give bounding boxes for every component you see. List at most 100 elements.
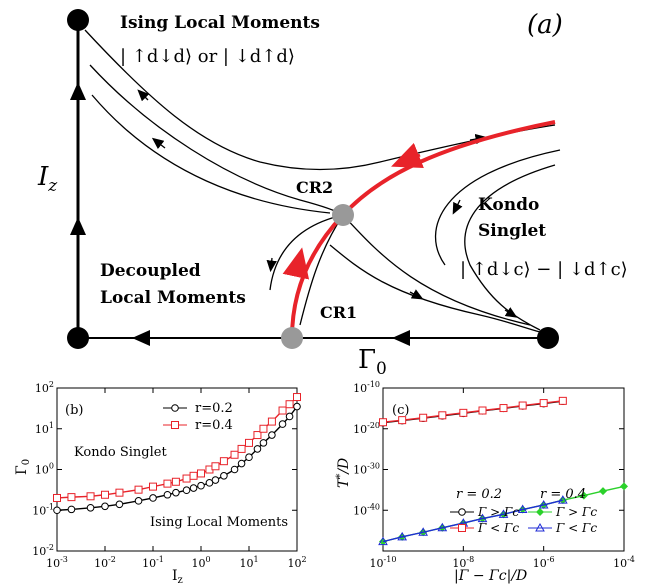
data-point [253,445,262,453]
flow-arrow [137,89,150,102]
data-point [211,462,220,471]
data-point [53,493,61,502]
ising-state: | ↑d↓d⟩ or | ↓d↑d⟩ [120,46,295,67]
x-axis-label: Γ0 [358,345,387,379]
data-point [253,431,262,440]
panel-b-legend: r=0.2 r=0.4 [163,401,233,433]
data-point [197,481,205,490]
tick-label: 10-8 [452,555,474,570]
y-axis-label: Iz [37,162,58,196]
data-point [620,482,628,491]
data-point [237,459,246,468]
critical-arrow [282,247,310,280]
tick-label: 10-40 [353,502,380,517]
data-point [182,486,191,495]
tick-label: 100 [191,555,210,570]
decoupled-1: Decoupled [100,261,201,281]
legend-c-4: Γ < Γc [555,521,597,535]
data-point [539,399,548,408]
flow-line [434,149,561,266]
tick-label: 10-2 [94,555,116,570]
tick-label: 10-10 [353,380,380,395]
panel-b-marks [53,393,301,515]
data-point [189,484,198,492]
tick-label: 10-10 [370,555,397,570]
data-point [259,439,268,447]
data-point [538,499,549,509]
legend-header-2: r = 0.4 [540,487,586,502]
flow-line [269,214,344,291]
data-point [197,469,205,478]
data-point [171,477,180,486]
data-point [205,479,214,487]
data-point [86,503,95,512]
data-point [115,488,124,497]
data-point [219,457,228,466]
data-point [230,465,239,474]
critical-arrow [391,142,424,168]
tick-label: 101 [239,555,258,570]
data-point [378,536,388,546]
kondo-title-1: Kondo [478,195,539,215]
data-point [211,476,220,484]
data-point [267,417,276,426]
data-point [67,505,76,514]
flow-line [299,214,344,326]
fixed-point-decoupled [67,327,89,349]
data-point [437,522,448,532]
ising-title: Ising Local Moments [120,13,320,33]
tick-label: 10-6 [533,555,555,570]
data-point [517,504,528,514]
data-point [438,411,447,420]
data-point [293,402,301,411]
panel-b: (b) Kondo Singlet Ising Local Moments Γ0… [14,380,307,586]
data-point [134,497,143,505]
data-point [397,531,408,541]
series-line [382,400,563,423]
fixed-point-ising [67,9,89,31]
tick-label: 10-4 [613,555,635,570]
data-point [245,453,253,462]
flow-arrow [151,137,166,150]
data-point [259,424,268,433]
data-point [398,416,407,425]
panel-c-marks [378,396,628,546]
data-point [237,444,246,453]
data-point [163,479,172,488]
data-point [499,404,508,413]
data-point [278,420,287,428]
data-point [459,408,468,417]
tick-label: 10-1 [142,555,164,570]
kondo-title-2: Singlet [478,221,546,241]
data-point [53,506,61,515]
panel-c-xlabel: |Γ − Γc|/D [454,568,527,584]
data-point [172,488,180,497]
data-point [518,401,527,410]
flow-arrow [266,257,277,273]
data-point [579,491,588,500]
data-point [278,406,287,415]
data-point [379,418,387,427]
data-point [477,513,488,523]
data-point [220,472,228,480]
flow-line [329,244,541,333]
flow-arrow [504,307,518,318]
data-point [230,450,239,459]
data-point [557,495,568,504]
data-point [598,487,607,496]
panel-b-label: (b) [65,403,83,418]
data-point [478,406,487,415]
legend-header-1: r = 0.2 [456,487,502,502]
flow-line [91,94,331,214]
fixed-point-kondo [537,327,559,349]
data-point [67,493,76,502]
data-point [86,492,95,501]
data-point [558,396,567,405]
panel-c-label: (c) [392,403,409,418]
tick-label: 100 [35,462,54,477]
legend-c-2: Γ < Γc [477,521,519,535]
panel-b-region-bottom: Ising Local Moments [150,515,288,530]
data-point [419,413,428,422]
